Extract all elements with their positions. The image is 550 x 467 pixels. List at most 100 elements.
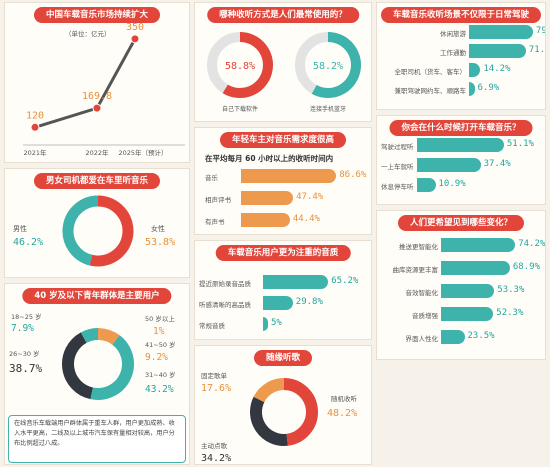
gender-title: 男女司机都爱在车里听音乐 (33, 173, 161, 189)
timing-value-label: 10.9% (438, 179, 466, 189)
scenes-bar (469, 25, 533, 39)
scenes-category-label: 休闲旅游 (440, 30, 466, 38)
timing-category-label: 驾驶过程听 (381, 143, 414, 151)
market-title: 中国车载音乐市场持续扩大 (33, 7, 161, 23)
random-label: 主动点歌 (201, 441, 228, 450)
scenes-value-label: 71.1% (528, 45, 546, 55)
changes-value-label: 53.3% (497, 285, 525, 295)
changes-category-label: 音效智能化 (405, 289, 439, 297)
gender-label-female: 女性 (151, 224, 165, 233)
age-value: 43.2% (145, 384, 174, 395)
market-value-label: 350 (126, 22, 144, 33)
young-category-label: 音乐 (205, 174, 218, 182)
devices-ring-value (311, 32, 361, 98)
gender-label-male: 男性 (13, 224, 27, 233)
timing-panel: 你会在什么时候打开车载音乐？ 驾驶过程听 51.1% 一上车就听 37.4% 休息停车听… (376, 115, 546, 205)
gender-slice-female (89, 195, 134, 267)
scenes-bar (469, 44, 526, 58)
scenes-category-label: 兼职驾驶网约车、顺路车 (394, 87, 467, 95)
market-point (30, 122, 40, 132)
quality-category-label: 提近原始录音品质 (199, 280, 251, 288)
devices-panel: 哪种收听方式是人们最常使用的？ 58.8% 自己下载软件 58.2% 连接手机蓝牙 (194, 2, 372, 122)
changes-bar (441, 284, 495, 298)
quality-title: 车载音乐用户更为注重的音质 (215, 245, 351, 261)
young-bar (241, 213, 290, 227)
random-pie-chart: 固定歌单 17.6% 随机收听 48.2% 主动点歌 34.2% (201, 371, 358, 464)
random-slice (250, 396, 288, 446)
changes-value-label: 68.9% (512, 262, 540, 272)
devices-value-label: 58.2% (313, 61, 343, 72)
changes-bar (441, 238, 516, 252)
random-label: 固定歌单 (201, 371, 228, 380)
market-value-label: 169.8 (82, 91, 112, 102)
changes-value-label: 52.3% (496, 308, 524, 318)
quality-panel: 车载音乐用户更为注重的音质 提近原始录音品质 65.2% 听感清晰的高品质 29.8%… (194, 240, 372, 340)
market-panel: 中国车载音乐市场持续扩大 （单位：亿元） 120 2021年 169.8 2022年 3… (4, 2, 190, 163)
age-slice (90, 335, 134, 400)
age-note: 在线音乐车载端用户群体属于重车人群，用户更加成熟、收入水平更高，二线及以上城市汽… (8, 415, 186, 463)
age-title: 40 岁及以下青年群体是主要用户 (22, 288, 172, 304)
scenes-value-label: 79.9% (535, 26, 546, 36)
gender-slice-male (62, 195, 99, 266)
random-value: 48.2% (327, 408, 357, 419)
gender-pie-chart: 男性 46.2% 女性 53.8% (13, 195, 175, 267)
age-label: 41~50 岁 (145, 340, 176, 349)
age-label: 26~30 岁 (9, 349, 40, 358)
young-panel: 年轻车主对音乐需求度很高 在平均每月 60 小时以上的收听时间内 音乐 86.6%… (194, 127, 372, 235)
gender-value-male: 46.2% (13, 237, 43, 248)
young-bar (241, 191, 294, 205)
young-category-label: 相声评书 (205, 196, 231, 204)
quality-bar (263, 317, 268, 331)
changes-category-label: 曲库资源更丰富 (392, 266, 439, 274)
age-value: 7.9% (11, 323, 34, 334)
age-label: 50 岁以上 (145, 314, 175, 323)
changes-bar (441, 307, 494, 321)
devices-donut-charts: 58.8% 自己下载软件 58.2% 连接手机蓝牙 (207, 32, 361, 113)
timing-bar (417, 138, 504, 152)
changes-panel: 人们更希望见到哪些变化？ 推送更智能化 74.2% 曲库资源更丰富 68.9% 音效智能… (376, 210, 546, 360)
quality-bar (263, 275, 329, 289)
quality-category-label: 常规音质 (199, 322, 225, 330)
random-slice (253, 378, 285, 403)
age-label: 31~40 岁 (145, 370, 176, 379)
young-category-label: 有声书 (205, 218, 225, 226)
random-value: 17.6% (201, 383, 231, 394)
market-point (130, 34, 140, 44)
random-title: 随缘听歌 (253, 350, 313, 366)
young-title: 年轻车主对音乐需求度很高 (219, 132, 347, 148)
gender-value-female: 53.8% (145, 237, 175, 248)
changes-category-label: 推送更智能化 (399, 243, 438, 251)
quality-value-label: 29.8% (295, 297, 323, 307)
timing-category-label: 休息停车听 (381, 183, 414, 191)
scenes-value-label: 6.9% (477, 83, 500, 93)
timing-bar (417, 178, 436, 192)
scenes-bar (469, 63, 481, 77)
young-subtitle: 在平均每月 60 小时以上的收听时间内 (205, 154, 334, 163)
random-slice (283, 378, 318, 446)
age-slice (99, 328, 120, 345)
market-value-label: 120 (26, 110, 44, 121)
market-point (92, 103, 102, 113)
age-pie-chart: 18~25 岁 7.9% 26~30 岁 38.7% 31~40 岁 43.2% 41~50… (9, 312, 176, 400)
young-bar (241, 169, 337, 183)
young-value-label: 86.6% (339, 170, 367, 180)
scenes-category-label: 全职司机（货车、客车） (394, 68, 467, 76)
random-panel: 随缘听歌 固定歌单 17.6% 随机收听 48.2% 主动点歌 34.2% (194, 345, 372, 465)
random-label: 随机收听 (331, 394, 358, 403)
scenes-title: 车载音乐收听场景不仅限于日常驾驶 (380, 7, 542, 23)
age-value: 9.2% (145, 352, 168, 363)
timing-value-label: 37.4% (483, 159, 511, 169)
timing-bar (417, 158, 481, 172)
young-value-label: 44.4% (292, 214, 320, 224)
timing-category-label: 一上车就听 (381, 163, 414, 171)
age-slice (62, 332, 94, 400)
devices-ring-value (222, 32, 273, 98)
age-label: 18~25 岁 (11, 312, 42, 321)
changes-value-label: 74.2% (518, 239, 546, 249)
market-category-label: 2025年（预计） (118, 148, 167, 157)
changes-category-label: 界面人性化 (405, 335, 439, 343)
devices-value-label: 58.8% (225, 61, 255, 72)
changes-bar (441, 330, 465, 344)
changes-bar (441, 261, 510, 275)
market-category-label: 2022年 (85, 148, 109, 157)
